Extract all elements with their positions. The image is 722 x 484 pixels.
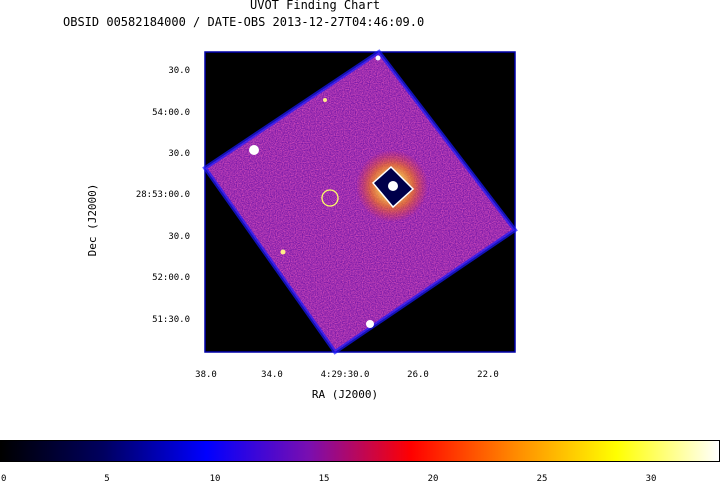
dec-tick-label: 28:53:00.0 (136, 190, 190, 200)
star (366, 320, 374, 328)
dec-tick-label: 30.0 (168, 149, 190, 159)
chart-title: UVOT Finding Chart (250, 0, 381, 12)
colorbar (0, 440, 720, 462)
colorbar-tick-label: 30 (645, 474, 657, 484)
star (375, 55, 381, 61)
finding-chart-plot: 30.0 54:00.0 30.0 28:53:00.0 30.0 52:00.… (86, 49, 518, 401)
x-axis-label: RA (J2000) (312, 388, 378, 401)
colorbar-tick-label: 10 (209, 474, 221, 484)
ra-tick-label: 38.0 (195, 370, 217, 380)
ra-tick-label: 22.0 (477, 370, 499, 380)
bright-source-core (388, 181, 398, 191)
chart-subtitle: OBSID 00582184000 / DATE-OBS 2013-12-27T… (63, 15, 425, 29)
ra-tick-label: 4:29:30.0 (321, 370, 370, 380)
y-axis-label: Dec (J2000) (86, 184, 99, 257)
star (323, 98, 327, 102)
colorbar-tick-label: 25 (536, 474, 548, 484)
dec-tick-label: 30.0 (168, 66, 190, 76)
dec-tick-label: 51:30.0 (152, 315, 190, 325)
colorbar-tick-label: 15 (318, 474, 330, 484)
dec-tick-label: 52:00.0 (152, 273, 190, 283)
footprint-edge (202, 49, 518, 355)
star (280, 249, 286, 255)
colorbar-tick-label: 20 (427, 474, 439, 484)
dec-tick-label: 54:00.0 (152, 108, 190, 118)
colorbar-tick-label: 0 (1, 474, 7, 484)
ra-tick-label: 34.0 (261, 370, 283, 380)
ra-tick-label: 26.0 (407, 370, 429, 380)
dec-tick-label: 30.0 (168, 232, 190, 242)
star (249, 145, 259, 155)
target-marker-circle (321, 189, 339, 207)
colorbar-tick-label: 5 (104, 474, 110, 484)
